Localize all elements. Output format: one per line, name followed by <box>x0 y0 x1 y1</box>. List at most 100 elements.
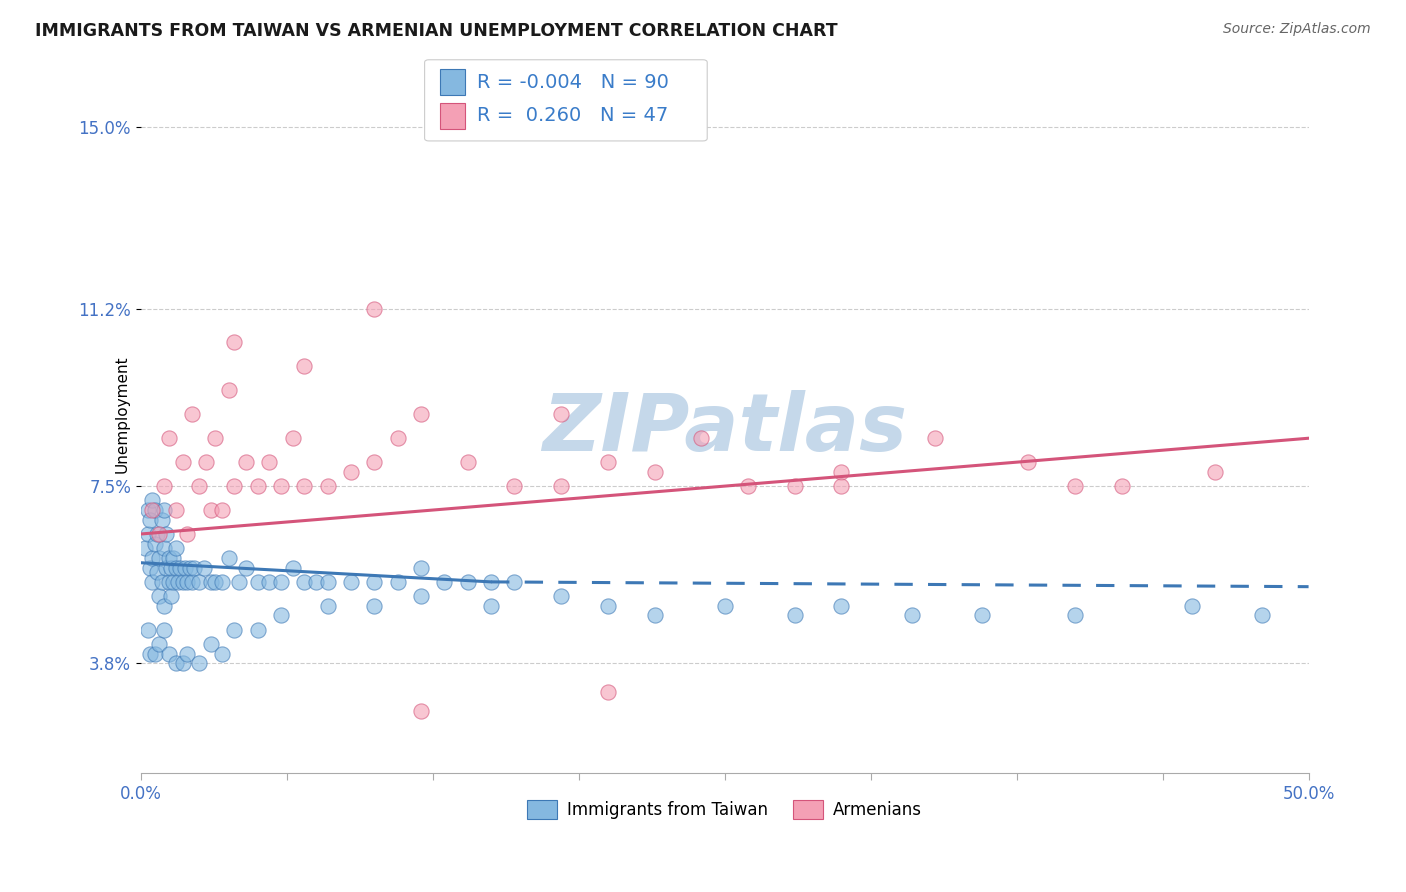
Point <box>970 608 993 623</box>
Point <box>141 493 163 508</box>
Point <box>139 513 162 527</box>
Point <box>143 503 166 517</box>
Point <box>165 560 187 574</box>
Point <box>224 479 246 493</box>
Point <box>169 560 191 574</box>
Point <box>737 479 759 493</box>
Text: R = -0.004   N = 90: R = -0.004 N = 90 <box>477 72 668 92</box>
Point <box>157 431 180 445</box>
Point <box>211 503 233 517</box>
Point <box>1181 599 1204 613</box>
Point <box>143 647 166 661</box>
Point <box>139 647 162 661</box>
Point <box>479 599 502 613</box>
Point <box>830 599 852 613</box>
Point <box>644 465 666 479</box>
Point <box>281 431 304 445</box>
Point <box>157 574 180 589</box>
Point <box>270 608 292 623</box>
Point <box>363 574 385 589</box>
Point <box>1064 608 1087 623</box>
Point <box>1064 479 1087 493</box>
Point <box>172 574 194 589</box>
Point <box>155 560 177 574</box>
Point <box>157 647 180 661</box>
Point <box>690 431 713 445</box>
Point <box>257 574 280 589</box>
Point <box>409 560 432 574</box>
Point <box>387 574 409 589</box>
Point <box>316 574 339 589</box>
Point <box>200 503 222 517</box>
Point <box>136 527 159 541</box>
Point <box>457 574 479 589</box>
Point <box>830 465 852 479</box>
Point <box>783 479 806 493</box>
Point <box>457 455 479 469</box>
Point <box>148 550 170 565</box>
Point <box>1111 479 1133 493</box>
Point <box>176 527 198 541</box>
Point <box>246 574 269 589</box>
Point <box>503 574 526 589</box>
Point <box>596 455 619 469</box>
Point <box>387 431 409 445</box>
Point <box>305 574 328 589</box>
Point <box>155 527 177 541</box>
Text: Source: ZipAtlas.com: Source: ZipAtlas.com <box>1223 22 1371 37</box>
Text: ZIPatlas: ZIPatlas <box>543 390 907 467</box>
Point <box>211 647 233 661</box>
Point <box>148 637 170 651</box>
Point <box>292 574 315 589</box>
Point <box>479 574 502 589</box>
Point <box>150 513 173 527</box>
Point <box>165 541 187 556</box>
Point <box>160 560 183 574</box>
Point <box>224 623 246 637</box>
Point <box>179 560 201 574</box>
Point <box>153 623 176 637</box>
Point <box>900 608 922 623</box>
Point <box>316 479 339 493</box>
Text: R =  0.260   N = 47: R = 0.260 N = 47 <box>477 106 668 126</box>
Point <box>363 599 385 613</box>
Point <box>146 527 169 541</box>
Point <box>188 574 211 589</box>
Point <box>167 574 190 589</box>
Point <box>281 560 304 574</box>
Point <box>165 503 187 517</box>
Point <box>433 574 456 589</box>
Point <box>644 608 666 623</box>
Point <box>235 455 257 469</box>
Point <box>204 574 226 589</box>
Point <box>150 574 173 589</box>
Point <box>218 384 240 398</box>
Point <box>550 407 572 421</box>
Point <box>1250 608 1272 623</box>
Point <box>783 608 806 623</box>
Point <box>172 657 194 671</box>
Point <box>183 560 205 574</box>
Point <box>162 550 184 565</box>
Point <box>340 574 363 589</box>
Point <box>1017 455 1039 469</box>
Point <box>139 560 162 574</box>
Point <box>148 527 170 541</box>
Point <box>292 479 315 493</box>
Point <box>193 560 215 574</box>
Point <box>174 560 197 574</box>
Point <box>503 479 526 493</box>
Point <box>188 657 211 671</box>
Point <box>141 574 163 589</box>
Point <box>148 589 170 603</box>
Point <box>153 479 176 493</box>
Point <box>246 479 269 493</box>
Point <box>153 599 176 613</box>
Point <box>165 657 187 671</box>
Point <box>713 599 735 613</box>
Point <box>235 560 257 574</box>
Point <box>176 647 198 661</box>
Point <box>146 566 169 580</box>
Point <box>409 589 432 603</box>
Point <box>153 541 176 556</box>
